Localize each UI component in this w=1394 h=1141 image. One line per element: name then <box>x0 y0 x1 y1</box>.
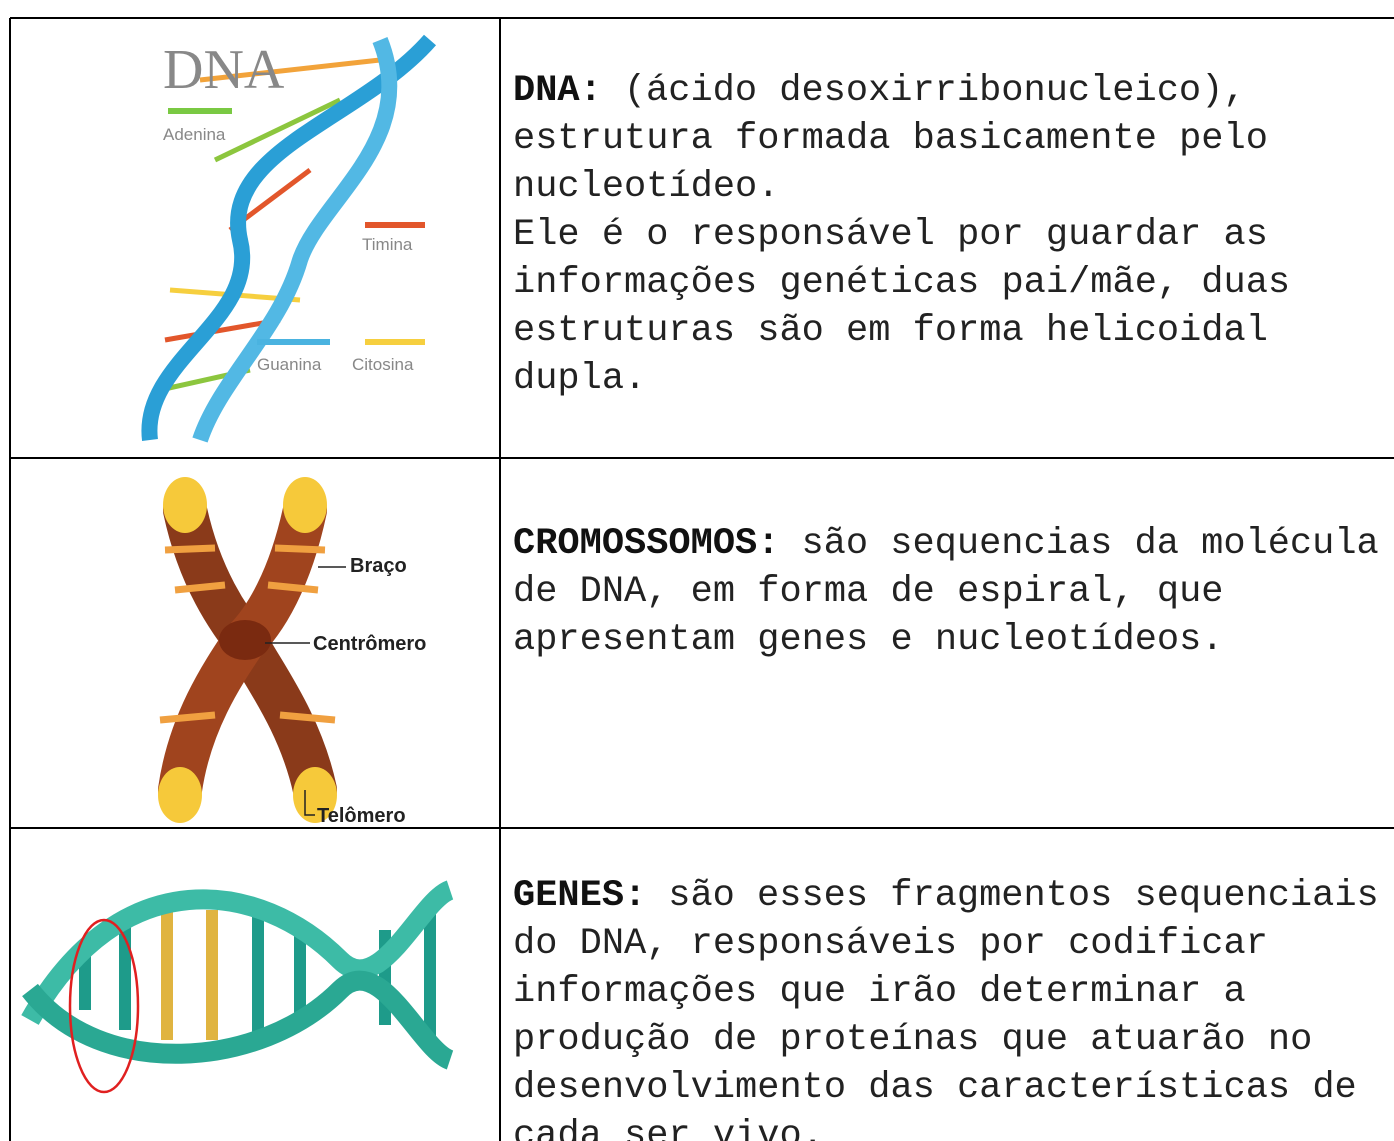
term: GENES: <box>513 875 646 917</box>
text-line: informações que irão determinar a <box>513 971 1246 1013</box>
text-line: desenvolvimento das características de <box>513 1067 1357 1109</box>
image-label: Timina <box>362 235 413 254</box>
text-line: DNA: (ácido desoxirribonucleico), <box>513 70 1246 112</box>
definition: (ácido desoxirribonucleico), <box>624 70 1246 112</box>
definition: são sequencias da molécula <box>801 523 1378 565</box>
text-line: informações genéticas pai/mãe, duas <box>513 262 1290 304</box>
image-label: Guanina <box>257 355 322 374</box>
text-line: estruturas são em forma helicoidal <box>513 310 1268 352</box>
text-line: CROMOSSOMOS: são sequencias da molécula <box>513 523 1379 565</box>
image-label: Braço <box>350 555 407 577</box>
image-label: DNA <box>163 39 285 101</box>
image-label: Adenina <box>163 125 226 144</box>
term: CROMOSSOMOS: <box>513 523 779 565</box>
text-line: apresentam genes e nucleotídeos. <box>513 619 1224 661</box>
genes-illustration <box>21 880 455 1094</box>
text-line: Ele é o responsável por guardar as <box>513 214 1268 256</box>
text-line: estrutura formada basicamente pelo <box>513 118 1268 160</box>
text-line: produção de proteínas que atuarão no <box>513 1019 1312 1061</box>
image-label: Telômero <box>317 805 406 827</box>
table-borders <box>9 17 1394 1141</box>
dna-illustration: DNA Adenina Timina Guanina Citosina <box>141 34 437 443</box>
definition: são esses fragmentos sequenciais <box>668 875 1379 917</box>
text-line: do DNA, responsáveis por codificar <box>513 923 1268 965</box>
text-line: cada ser vivo. <box>513 1115 824 1141</box>
image-label: Citosina <box>352 355 414 374</box>
term: DNA: <box>513 70 602 112</box>
text-line: de DNA, em forma de espiral, que <box>513 571 1224 613</box>
chromosome-illustration: Braço Centrômero Telômero <box>158 477 426 827</box>
text-line: nucleotídeo. <box>513 166 779 208</box>
image-label: Centrômero <box>313 633 426 655</box>
text-line: GENES: são esses fragmentos sequenciais <box>513 875 1379 917</box>
text-line: dupla. <box>513 358 646 400</box>
